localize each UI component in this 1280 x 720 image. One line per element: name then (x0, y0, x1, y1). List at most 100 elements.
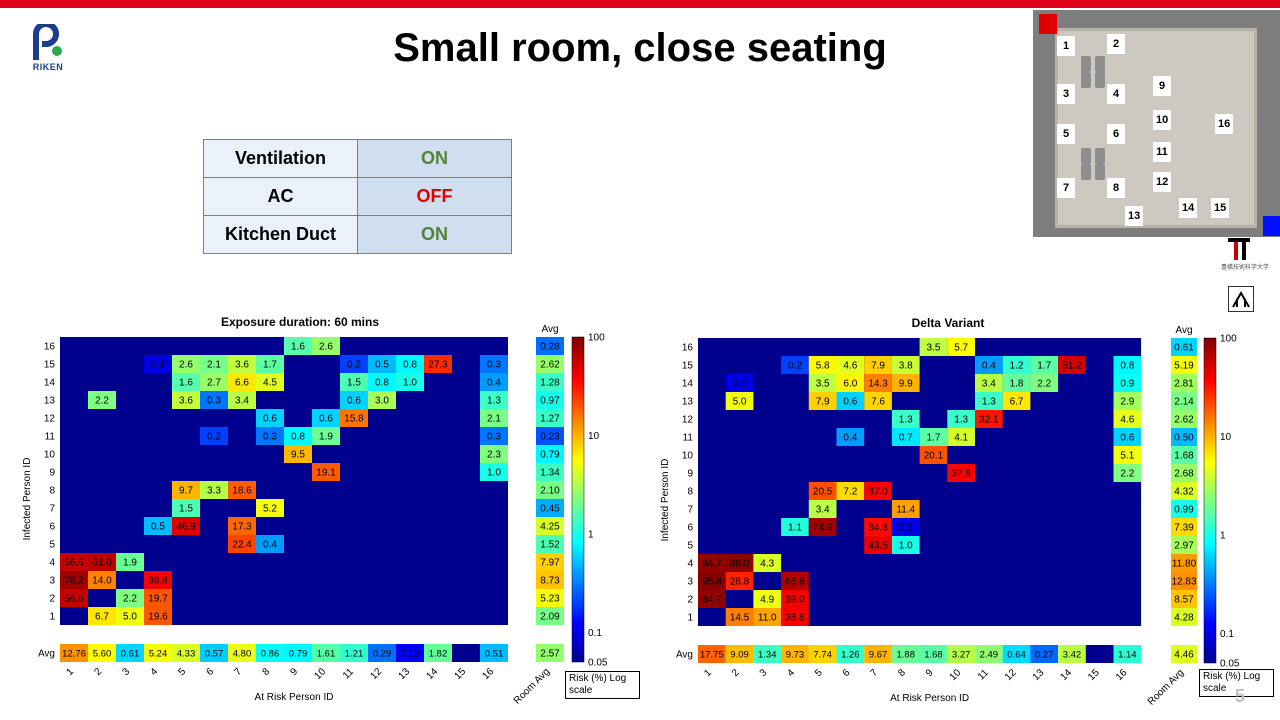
col-avg-cell (172, 644, 200, 662)
cell-value: 4.3 (760, 559, 774, 570)
cell-value: 0.4 (982, 361, 996, 372)
heatmap-cell (1030, 374, 1059, 392)
settings-row: Kitchen Duct ON (203, 215, 512, 254)
x-tick-label: 1 (64, 666, 76, 678)
col-avg-cell (1085, 645, 1114, 663)
seat-label: 12 (1153, 172, 1172, 192)
seat-label: 4 (1107, 84, 1125, 104)
heatmap-cell (891, 500, 920, 518)
colorbar-label: Risk (%) Log scale (565, 671, 640, 699)
cell-value: 19.7 (148, 594, 168, 605)
x-tick-label: 3 (120, 666, 132, 678)
x-tick-label: 6 (204, 666, 216, 678)
cell-value: 4.5 (263, 378, 277, 389)
cell-value: 7.9 (871, 361, 885, 372)
cell-value: 1.7 (1037, 361, 1051, 372)
cell-value: 39.0 (785, 595, 805, 606)
colorbar-tick: 0.1 (588, 628, 602, 639)
colorbar-tick: 10 (588, 431, 600, 442)
row-avg-value: 2.81 (1174, 379, 1194, 390)
row-avg-cell (536, 463, 564, 481)
cell-value: 0.6 (319, 414, 333, 425)
heatmap-cell (919, 446, 948, 464)
y-tick-label: 14 (44, 378, 56, 389)
cell-value: 56.6 (64, 594, 84, 605)
cell-value: 6.6 (235, 378, 249, 389)
heatmap-cell (116, 607, 144, 625)
heatmap-cell (808, 482, 837, 500)
y-tick-label: 8 (49, 486, 55, 497)
heatmap-cell (144, 355, 172, 373)
heatmap-cell (1113, 392, 1142, 410)
heatmap-cell (368, 355, 396, 373)
row-avg-cell (1171, 518, 1197, 536)
cell-value: 88.0 (730, 559, 750, 570)
cell-value: 20.1 (924, 451, 944, 462)
heatmap-cell (781, 518, 809, 536)
row-avg-value: 2.62 (1174, 415, 1194, 426)
row-avg-cell (1171, 392, 1197, 410)
y-tick-label: 11 (683, 433, 694, 444)
cell-value: 2.1 (207, 360, 221, 371)
x-tick-label: 2 (92, 666, 104, 678)
colorbar-tick: 0.1 (1220, 629, 1234, 640)
cell-value: 9.7 (179, 486, 193, 497)
cell-value: 0.3 (487, 360, 501, 371)
cell-value: 84.7 (702, 595, 722, 606)
heatmap-cell (256, 427, 284, 445)
heatmap-cell (284, 337, 312, 355)
heatmap-cell (172, 355, 200, 373)
y-tick-label: 6 (687, 523, 693, 534)
cell-value: 6.7 (95, 612, 109, 623)
cell-value: 34.8 (868, 523, 888, 534)
cell-value: 3.0 (375, 396, 389, 407)
heatmap-cell (424, 355, 452, 373)
heatmap-cell (228, 517, 256, 535)
cell-value: 3.5 (926, 343, 940, 354)
x-axis-label: At Risk Person ID (890, 693, 969, 704)
cell-value: 0.4 (263, 540, 277, 551)
cell-value: 2.1 (487, 414, 501, 425)
heatmap-cell (864, 356, 892, 374)
col-avg-cell (144, 644, 172, 662)
heatmap-cell (891, 536, 920, 554)
col-avg-cell (836, 645, 865, 663)
row-avg-value: 1.52 (540, 540, 560, 551)
col-avg-cell (88, 644, 116, 662)
heatmap-cell (919, 428, 948, 446)
cell-value: 1.7 (926, 433, 940, 444)
col-avg-cell (1002, 645, 1031, 663)
heatmap-cell (864, 374, 892, 392)
row-avg-value: 0.99 (1174, 505, 1194, 516)
heatmap-cell (144, 607, 172, 625)
cell-value: 1.3 (899, 415, 913, 426)
heatmap-cell (975, 374, 1003, 392)
cell-value: 2.6 (319, 342, 333, 353)
heatmap-cell (480, 391, 508, 409)
y-tick-label: 1 (49, 612, 55, 623)
heatmap-cell (836, 374, 865, 392)
cell-value: 20.5 (813, 487, 833, 498)
heatmap-cell (284, 427, 312, 445)
colorbar-tick: 100 (588, 333, 605, 344)
y-tick-label: 11 (45, 432, 56, 443)
col-avg-cell (947, 645, 975, 663)
heatmap-cell (60, 553, 88, 571)
heatmap-cell (891, 374, 920, 392)
setting-value: OFF (357, 177, 512, 216)
slide-title: Small room, close seating (393, 26, 887, 70)
row-avg-cell (536, 553, 564, 571)
cell-value: 0.4 (843, 433, 857, 444)
cell-value: 3.6 (235, 360, 249, 371)
cell-value: 5.7 (954, 343, 968, 354)
cell-value: 0.5 (151, 522, 165, 533)
avg-column-header: Avg (541, 324, 558, 335)
cell-value: 0.6 (347, 396, 361, 407)
heatmap-cell (340, 373, 368, 391)
cell-value: 51.2 (1062, 361, 1082, 372)
row-avg-cell (536, 535, 564, 553)
row-avg-value: 0.61 (1174, 343, 1194, 354)
avg-gap (60, 625, 564, 644)
heatmap-cell (698, 554, 726, 572)
room-avg-value: 4.46 (1174, 650, 1194, 661)
